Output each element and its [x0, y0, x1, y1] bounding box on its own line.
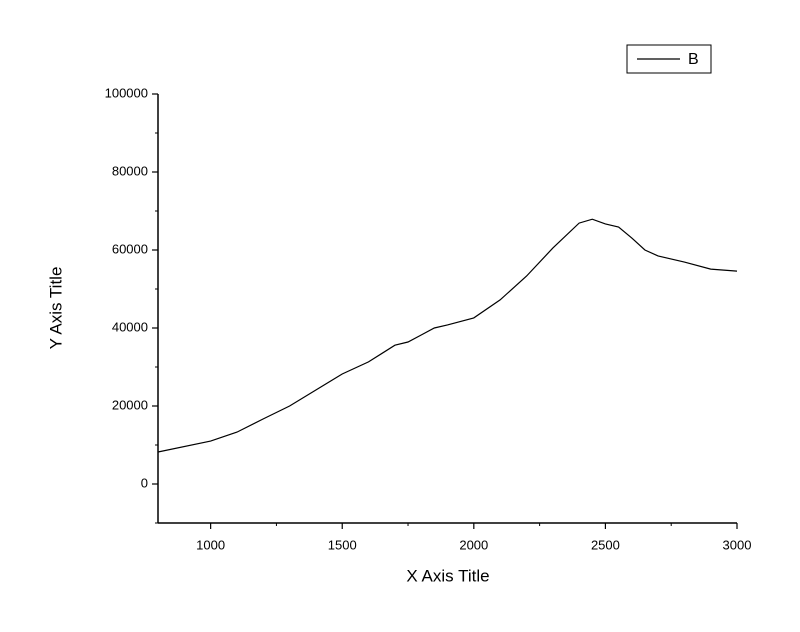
x-tick-label: 2000: [459, 537, 488, 552]
y-tick-label: 60000: [112, 241, 148, 256]
y-tick-label: 40000: [112, 319, 148, 334]
legend-label: B: [688, 51, 699, 68]
x-tick-label: 3000: [723, 537, 752, 552]
x-axis-title: X Axis Title: [406, 566, 489, 585]
x-tick-label: 2500: [591, 537, 620, 552]
x-tick-label: 1000: [196, 537, 225, 552]
y-axis-title: Y Axis Title: [46, 267, 65, 350]
y-tick-label: 100000: [105, 85, 148, 100]
y-tick-label: 80000: [112, 163, 148, 178]
legend: B: [626, 44, 712, 74]
y-tick-label: 0: [141, 475, 148, 490]
data-line: [157, 218, 738, 453]
y-tick-label: 20000: [112, 397, 148, 412]
x-tick-label: 1500: [328, 537, 357, 552]
